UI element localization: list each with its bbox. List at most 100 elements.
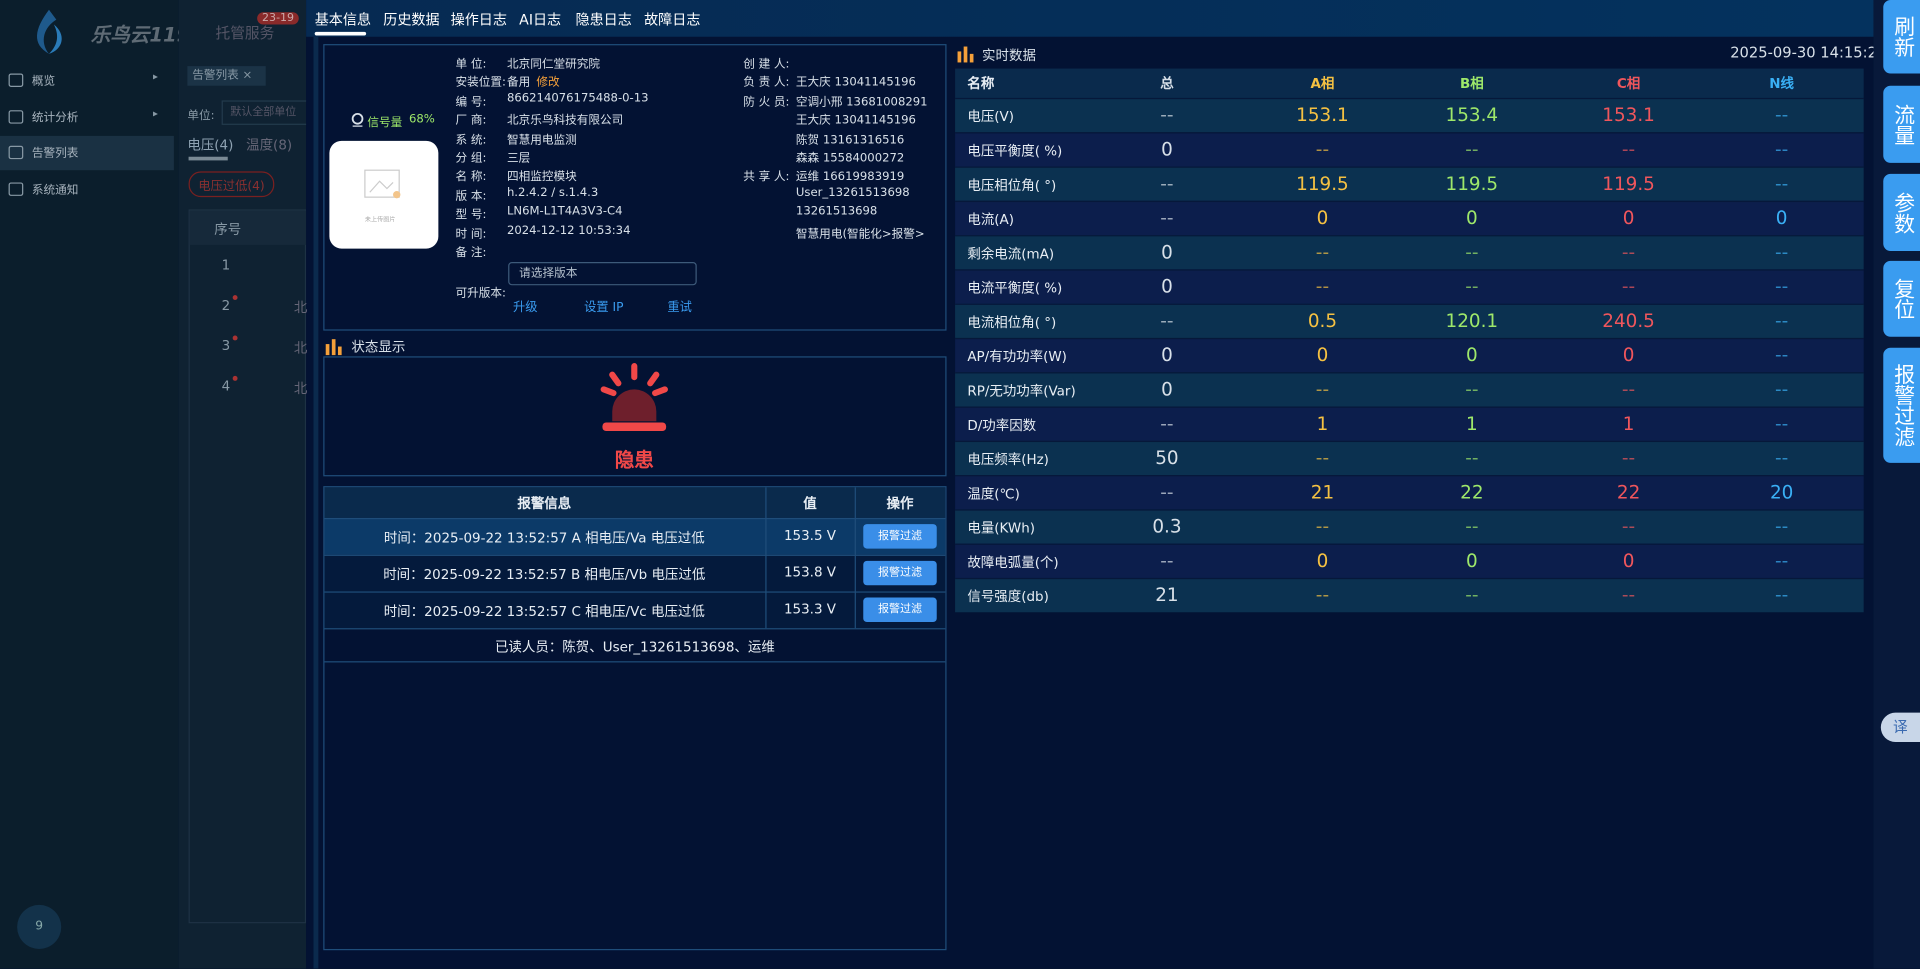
menu-icon — [8, 73, 24, 87]
info-label: 时 间: — [455, 227, 487, 241]
rt-row — [955, 132, 1864, 167]
version-select[interactable]: 请选择版本 — [508, 262, 697, 286]
list-subtab[interactable]: 温度(8) — [246, 137, 293, 154]
info-value: 北京同仁堂研究院 — [506, 57, 601, 72]
image-placeholder — [364, 169, 401, 199]
logo-icon — [37, 9, 62, 54]
set-ip-button[interactable]: 设置 IP — [584, 301, 624, 315]
people-value: 王大庆 13041145196 — [795, 76, 916, 90]
side-button[interactable]: 报警过滤 — [1883, 347, 1920, 463]
rt-value: -- — [1774, 344, 1789, 367]
info-label: 厂 商: — [455, 114, 487, 128]
side-button[interactable]: 复位 — [1883, 260, 1920, 337]
rt-row — [955, 406, 1864, 441]
rt-value: -- — [1160, 481, 1174, 504]
people-value: 运维 16619983919 — [795, 170, 905, 185]
readers: 已读人员：陈贺、User_13261513698、运维 — [494, 639, 775, 656]
menu-item[interactable]: 系统通知 — [31, 183, 79, 198]
info-value: 智慧用电监测 — [506, 132, 577, 147]
unit-label: 单位: — [187, 108, 215, 123]
rt-value: -- — [1465, 241, 1479, 264]
info-label: 安装位置: — [455, 76, 506, 90]
rt-value: -- — [1465, 446, 1479, 469]
rt-name: D/功率因数 — [967, 417, 1037, 434]
rt-value: -- — [1465, 138, 1479, 161]
info-box — [323, 44, 947, 331]
list-header-bg — [189, 210, 307, 245]
alarm-filter-button[interactable]: 报警过滤 — [863, 524, 937, 549]
menu-icon — [8, 109, 24, 124]
badge: 9 — [17, 904, 62, 949]
rt-value: -- — [1315, 446, 1330, 469]
modal-tab[interactable]: 基本信息 — [314, 11, 372, 29]
modal-tab[interactable]: 隐患日志 — [575, 11, 632, 29]
signal-value: 68% — [408, 112, 435, 127]
rt-value: 0 — [1316, 206, 1329, 229]
modal-tab[interactable]: AI日志 — [519, 11, 562, 29]
rt-value: 0 — [1161, 275, 1173, 298]
rt-value: 153.1 — [1602, 104, 1655, 127]
rt-value: -- — [1160, 104, 1174, 127]
rt-value: -- — [1621, 275, 1636, 298]
modal-tab[interactable]: 故障日志 — [644, 11, 701, 29]
unit-select[interactable]: 默认全部单位 — [221, 100, 318, 125]
side-button[interactable]: 刷新 — [1883, 0, 1920, 74]
menu-item[interactable]: 概览 — [31, 74, 56, 89]
people-value: User_13261513698 — [795, 185, 910, 200]
retry-button[interactable]: 重试 — [667, 301, 692, 315]
rt-value: 0 — [1465, 344, 1478, 367]
rt-name: 信号强度(db) — [967, 588, 1049, 605]
translate-button[interactable]: 译 — [1880, 712, 1920, 743]
list-tab[interactable]: 告警列表 × — [187, 66, 266, 86]
rt-value: -- — [1621, 138, 1636, 161]
rt-name: RP/无功功率(Var) — [967, 383, 1076, 400]
status-title: 状态显示 — [351, 339, 406, 356]
rt-header: A相 — [1310, 75, 1335, 92]
signal-icon — [351, 112, 364, 127]
people-value: 森森 15584000272 — [795, 151, 905, 166]
rt-value: 50 — [1155, 446, 1179, 469]
list-table — [188, 209, 307, 924]
alarm-value: 153.8 V — [783, 564, 837, 581]
rt-value: 20 — [1769, 481, 1794, 504]
modal-tab[interactable]: 操作日志 — [450, 11, 507, 29]
rt-name: 故障电弧量(个) — [967, 554, 1059, 571]
rt-name: 电流相位角( °) — [967, 314, 1057, 331]
people-value: 空调小邢 13681008291 — [795, 95, 928, 109]
alarm-filter-button[interactable]: 报警过滤 — [863, 560, 937, 586]
menu-item[interactable]: 告警列表 — [31, 147, 79, 161]
rt-value: -- — [1774, 309, 1789, 332]
rt-value: 0 — [1622, 206, 1635, 229]
chip[interactable]: 电压过低(4) — [188, 171, 275, 198]
info-label: 备 注: — [455, 246, 487, 260]
list-subtab[interactable]: 电压(4) — [187, 137, 234, 154]
alarm-row — [324, 554, 946, 592]
rt-value: -- — [1315, 241, 1330, 264]
rt-value: -- — [1315, 378, 1330, 401]
alarm-info: 时间：2025-09-22 13:52:57 B 相电压/Vb 电压过低 — [383, 566, 706, 583]
list-tab-text: 告警列表 — [192, 68, 239, 83]
side-button[interactable]: 流量 — [1883, 85, 1920, 163]
alarm-filter-button[interactable]: 报警过滤 — [863, 597, 937, 623]
alarm-header-bg — [324, 487, 946, 518]
rt-value: -- — [1774, 172, 1789, 195]
row-dot — [232, 295, 238, 301]
info-value: LN6M-L1T4A3V3-C4 — [506, 204, 623, 219]
side-button[interactable]: 参数 — [1883, 173, 1920, 252]
menu-arrow: ▸ — [153, 107, 158, 119]
menu-item[interactable]: 统计分析 — [31, 111, 79, 125]
rt-row — [955, 337, 1864, 373]
people-label: 共 享 人: — [743, 170, 790, 185]
rt-value: 0 — [1622, 549, 1635, 572]
rt-header: B相 — [1459, 75, 1484, 92]
service-badge: 23-19 — [257, 12, 299, 25]
info-label: 型 号: — [455, 208, 487, 222]
rt-value: -- — [1774, 412, 1789, 435]
upgrade-button[interactable]: 升级 — [513, 301, 538, 315]
modal-tab[interactable]: 历史数据 — [383, 11, 440, 29]
alarm-header: 值 — [803, 495, 817, 512]
service-tab[interactable]: 托管服务 — [215, 24, 275, 42]
info-link[interactable]: 修改 — [536, 76, 560, 90]
rt-value: -- — [1315, 275, 1330, 298]
